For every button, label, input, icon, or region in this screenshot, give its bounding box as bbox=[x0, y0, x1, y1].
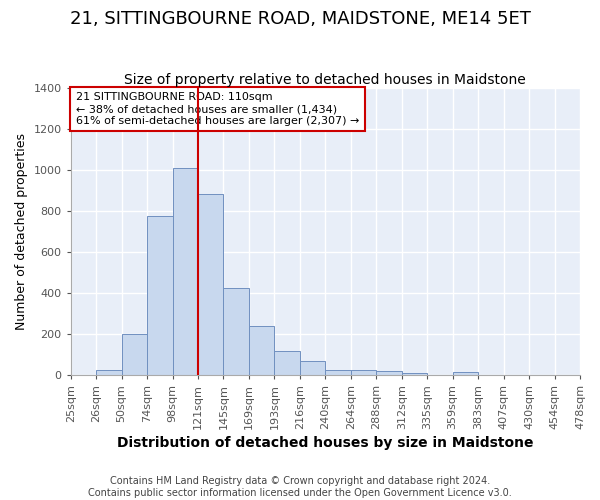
Bar bbox=[147, 216, 173, 375]
Text: Contains HM Land Registry data © Crown copyright and database right 2024.
Contai: Contains HM Land Registry data © Crown c… bbox=[88, 476, 512, 498]
Title: Size of property relative to detached houses in Maidstone: Size of property relative to detached ho… bbox=[124, 73, 526, 87]
Bar bbox=[249, 326, 274, 375]
Bar bbox=[325, 370, 351, 375]
Bar bbox=[96, 370, 122, 375]
Bar bbox=[402, 373, 427, 375]
X-axis label: Distribution of detached houses by size in Maidstone: Distribution of detached houses by size … bbox=[117, 436, 533, 450]
Bar bbox=[300, 360, 325, 375]
Bar bbox=[223, 288, 249, 375]
Bar bbox=[173, 168, 198, 375]
Text: 21 SITTINGBOURNE ROAD: 110sqm
← 38% of detached houses are smaller (1,434)
61% o: 21 SITTINGBOURNE ROAD: 110sqm ← 38% of d… bbox=[76, 92, 359, 126]
Y-axis label: Number of detached properties: Number of detached properties bbox=[15, 133, 28, 330]
Bar bbox=[376, 371, 402, 375]
Bar bbox=[198, 194, 223, 375]
Bar bbox=[122, 334, 147, 375]
Bar bbox=[452, 372, 478, 375]
Bar bbox=[351, 370, 376, 375]
Text: 21, SITTINGBOURNE ROAD, MAIDSTONE, ME14 5ET: 21, SITTINGBOURNE ROAD, MAIDSTONE, ME14 … bbox=[70, 10, 530, 28]
Bar bbox=[274, 352, 300, 375]
